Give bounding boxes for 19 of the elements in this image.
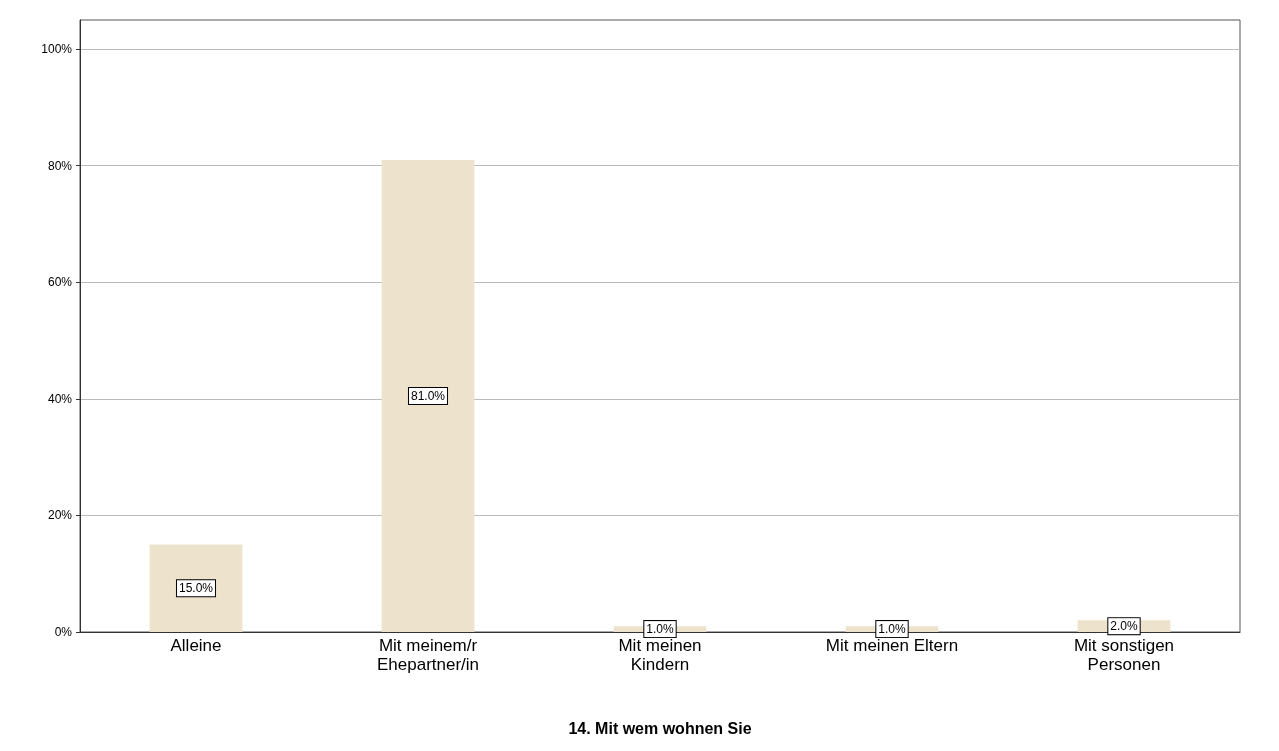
y-tick-label: 60% <box>47 275 73 290</box>
x-tick-label: Alleine <box>170 636 222 655</box>
x-tick-label: Mit meinen Eltern <box>825 636 959 655</box>
data-label: 1.0% <box>878 622 906 637</box>
data-label: 1.0% <box>646 622 674 637</box>
y-tick-label: 40% <box>47 391 73 406</box>
data-label: 2.0% <box>1110 619 1138 634</box>
data-label: 15.0% <box>178 581 214 596</box>
y-tick-label: 20% <box>47 508 73 523</box>
data-label: 81.0% <box>410 388 446 403</box>
x-tick-label: Mit meinen Kindern <box>618 636 702 674</box>
bar <box>381 159 475 632</box>
y-tick-label: 100% <box>41 42 73 57</box>
x-tick-label: Mit sonstigen Personen <box>1073 636 1175 674</box>
bar <box>149 544 243 632</box>
x-axis-title: 14. Mit wem wohnen Sie <box>568 719 752 737</box>
x-tick-label: Mit meinem/r Ehepartner/in <box>376 636 480 674</box>
y-tick-label: 80% <box>47 158 73 173</box>
y-tick-label: 0% <box>54 625 73 639</box>
